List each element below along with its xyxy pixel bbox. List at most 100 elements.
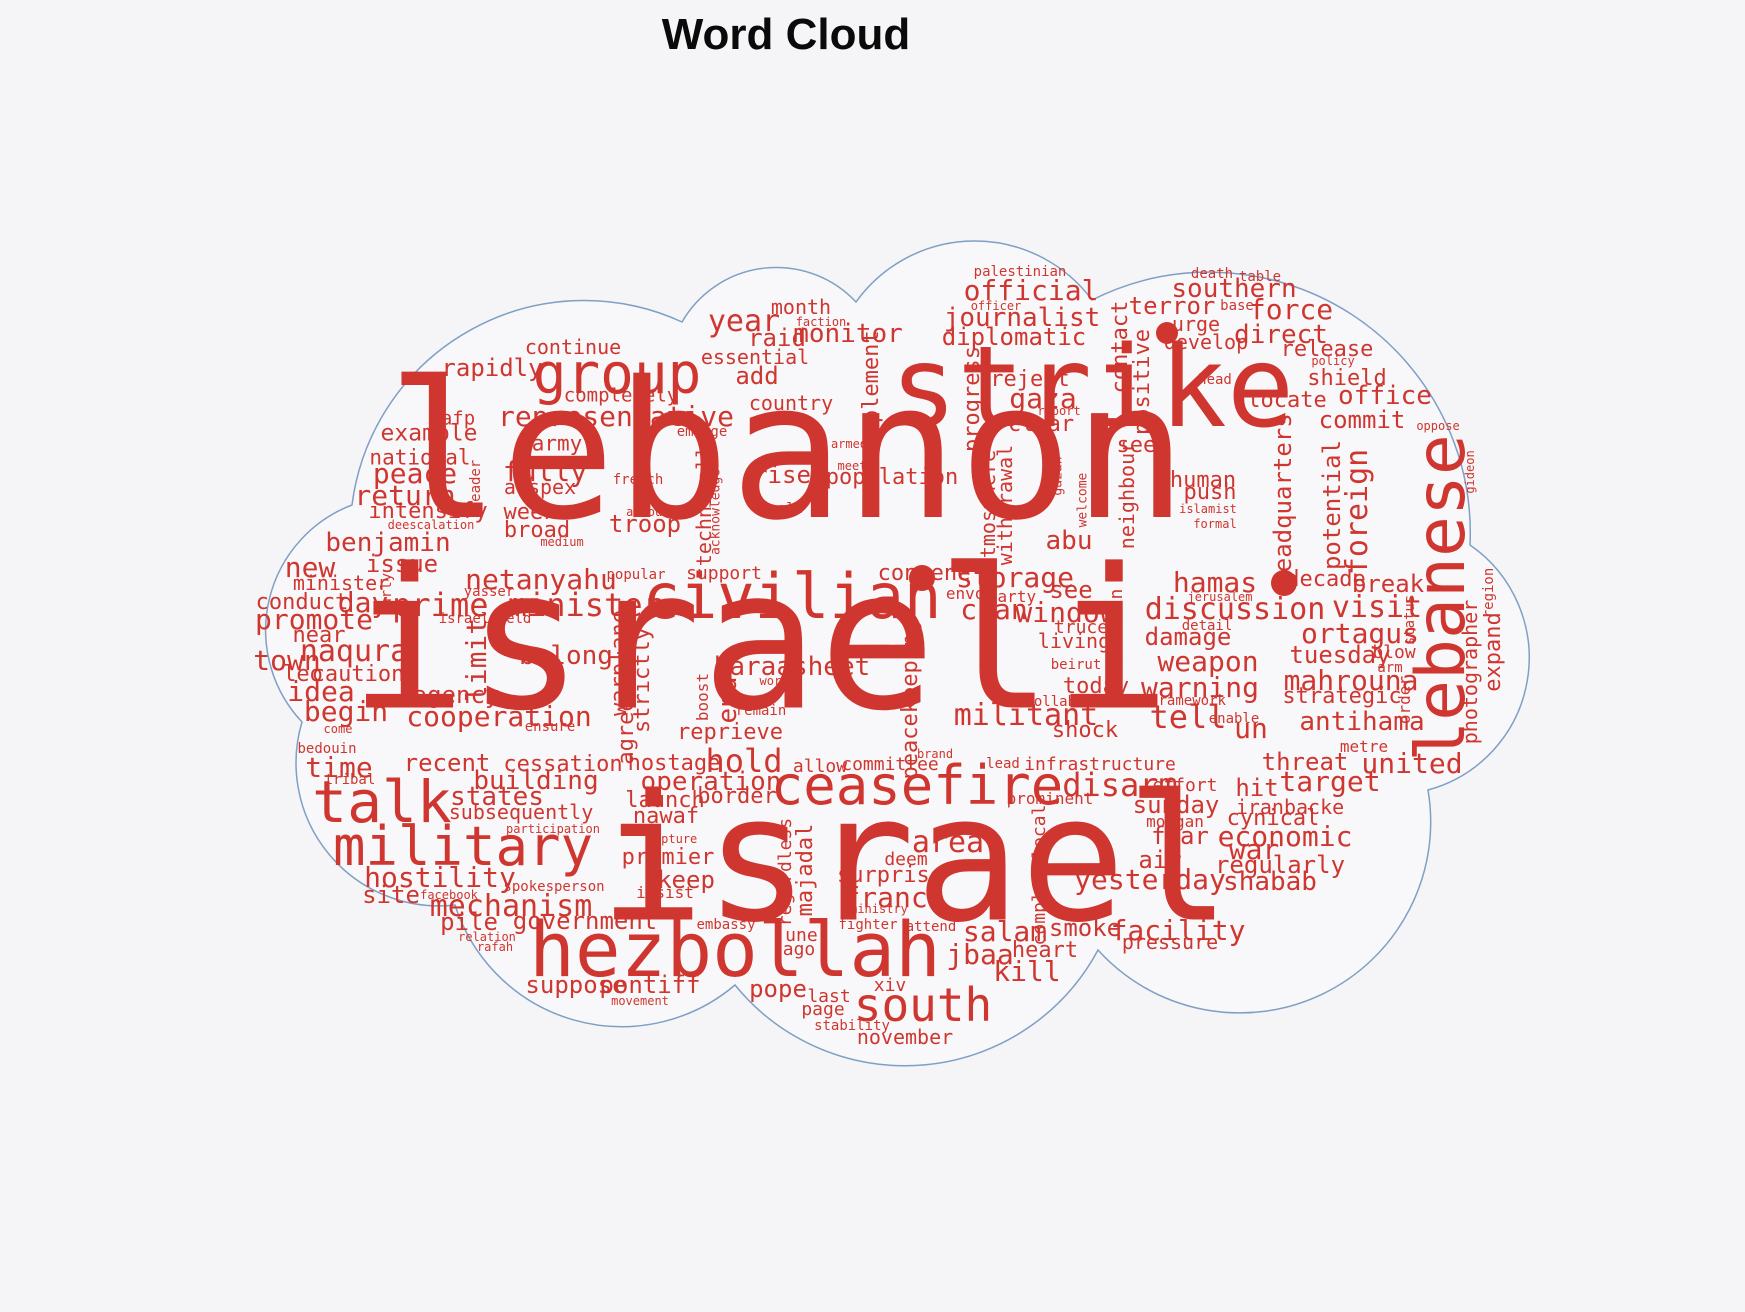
- cloud-word: shabab: [1223, 867, 1317, 897]
- cloud-word: office: [1338, 381, 1432, 411]
- cloud-word: word: [759, 674, 789, 688]
- cloud-word: recent: [403, 749, 491, 777]
- cloud-word: country: [748, 391, 834, 415]
- cloud-word: clan: [960, 593, 1028, 626]
- cloud-word: sunday: [1132, 791, 1220, 819]
- cloud-word: disarm: [1062, 766, 1178, 804]
- cloud-word: meet: [837, 459, 867, 473]
- cloud-word: fully: [502, 455, 588, 488]
- cloud-word: israeli: [349, 526, 1171, 754]
- cloud-word: islamist: [1179, 502, 1237, 516]
- cloud-word: reject: [990, 367, 1070, 392]
- cloud-word: hit: [1235, 774, 1279, 802]
- cloud-word: month: [770, 295, 832, 319]
- cloud-word: saar: [769, 642, 799, 656]
- cloud-word: gaza: [1009, 382, 1077, 415]
- cloud-word: pontiff: [599, 971, 701, 999]
- cloud-word: see: [1049, 576, 1093, 604]
- cloud-outline: [264, 240, 1530, 1067]
- cloud-word: shock: [1051, 718, 1119, 743]
- cloud-word: storage: [955, 561, 1075, 594]
- cloud-word: israeliheld: [438, 611, 532, 627]
- cloud-word: medium: [540, 535, 584, 549]
- cloud-word: monitor: [793, 319, 903, 349]
- cloud-word: formal: [1193, 517, 1237, 531]
- cloud-word: committee: [841, 754, 939, 775]
- cloud-word: afp: [440, 407, 476, 430]
- cloud-word: hold: [705, 742, 783, 780]
- cloud-word: blow: [1372, 642, 1416, 663]
- cloud-word: subsequently: [448, 800, 594, 824]
- cloud-word: france: [843, 881, 945, 914]
- cloud-word: november: [856, 1025, 954, 1049]
- cloud-word: metre: [1339, 737, 1389, 756]
- cloud-word: completely: [563, 384, 679, 407]
- cloud-word: hostage: [627, 751, 721, 776]
- cloud-word: official: [963, 274, 1099, 307]
- cloud-word: embassy: [696, 917, 756, 933]
- cloud-word: progress: [960, 346, 985, 452]
- cloud-word: hostility: [364, 861, 516, 894]
- cloud-word: military: [332, 815, 594, 878]
- cloud-word: push: [1183, 480, 1237, 505]
- cloud-word: conduct: [255, 590, 349, 615]
- cloud-word: militant: [953, 698, 1099, 733]
- cloud-word: agency: [412, 681, 500, 709]
- cloud-word: last: [807, 986, 851, 1007]
- cloud-word: hezbollah: [529, 905, 941, 994]
- period-dot: [1271, 570, 1297, 596]
- period-dot: [1156, 322, 1178, 344]
- cloud-word: salam: [962, 915, 1048, 948]
- period-dot: [909, 565, 935, 591]
- cloud-word: border: [697, 784, 777, 809]
- cloud-word: prominent: [1006, 789, 1094, 808]
- cloud-word: lebanon: [386, 341, 1188, 562]
- cloud-word: threat: [1261, 748, 1349, 776]
- cloud-word: diplomatic: [941, 323, 1087, 351]
- cloud-word: today: [1062, 674, 1130, 699]
- cloud-word: mahrouna: [1283, 664, 1419, 697]
- cloud-word: damage: [1144, 623, 1232, 651]
- cloud-word: direct: [1234, 320, 1328, 350]
- cloud-word: rise: [753, 461, 811, 489]
- cloud-word: urge: [1171, 312, 1221, 336]
- cloud-word: benjamin: [325, 528, 451, 558]
- cloud-word: majadal: [793, 823, 818, 917]
- cloud-word: report: [1037, 404, 1081, 418]
- cloud-word: base: [1220, 298, 1254, 314]
- cloud-word: party: [987, 587, 1037, 606]
- cloud-word: faction: [795, 315, 847, 329]
- cloud-word: detail: [1181, 618, 1233, 634]
- cloud-word: antihama: [1299, 707, 1425, 737]
- cloud-word: yesterday: [1074, 863, 1226, 896]
- cloud-word: officer: [970, 299, 1022, 313]
- cloud-word: bedouin: [297, 741, 357, 757]
- cloud-word: strictly: [630, 627, 655, 733]
- cloud-word: participation: [506, 822, 600, 836]
- cloud-word: pope: [749, 975, 807, 1003]
- cloud-word: oppose: [1416, 419, 1460, 433]
- cloud-word: allow: [792, 756, 848, 777]
- cloud-word: economic: [1217, 820, 1353, 853]
- cloud-word: war: [1228, 833, 1280, 866]
- cloud-word: hamas: [1172, 566, 1258, 599]
- cloud-word: raid: [748, 324, 806, 352]
- cloud-word: support: [686, 563, 762, 584]
- cloud-word: tell: [1149, 698, 1227, 736]
- cloud-word: tribal: [324, 772, 376, 788]
- cloud-word: fear: [1151, 822, 1209, 850]
- cloud-word: begin: [303, 695, 389, 728]
- cloud-word: living: [1037, 629, 1111, 653]
- cloud-word: army: [531, 431, 583, 456]
- cloud-word: suppose: [525, 971, 627, 999]
- cloud-word: page: [801, 999, 845, 1020]
- cloud-word: insist: [636, 883, 694, 902]
- cloud-word: remain: [735, 703, 787, 719]
- cloud-word: framework: [1150, 693, 1226, 709]
- cloud-word: minister: [292, 571, 390, 595]
- cloud-word: small: [760, 501, 804, 517]
- cloud-word: expand: [1481, 612, 1506, 692]
- cloud-word: regularly: [1214, 851, 1346, 879]
- cloud-word: keep: [657, 866, 715, 894]
